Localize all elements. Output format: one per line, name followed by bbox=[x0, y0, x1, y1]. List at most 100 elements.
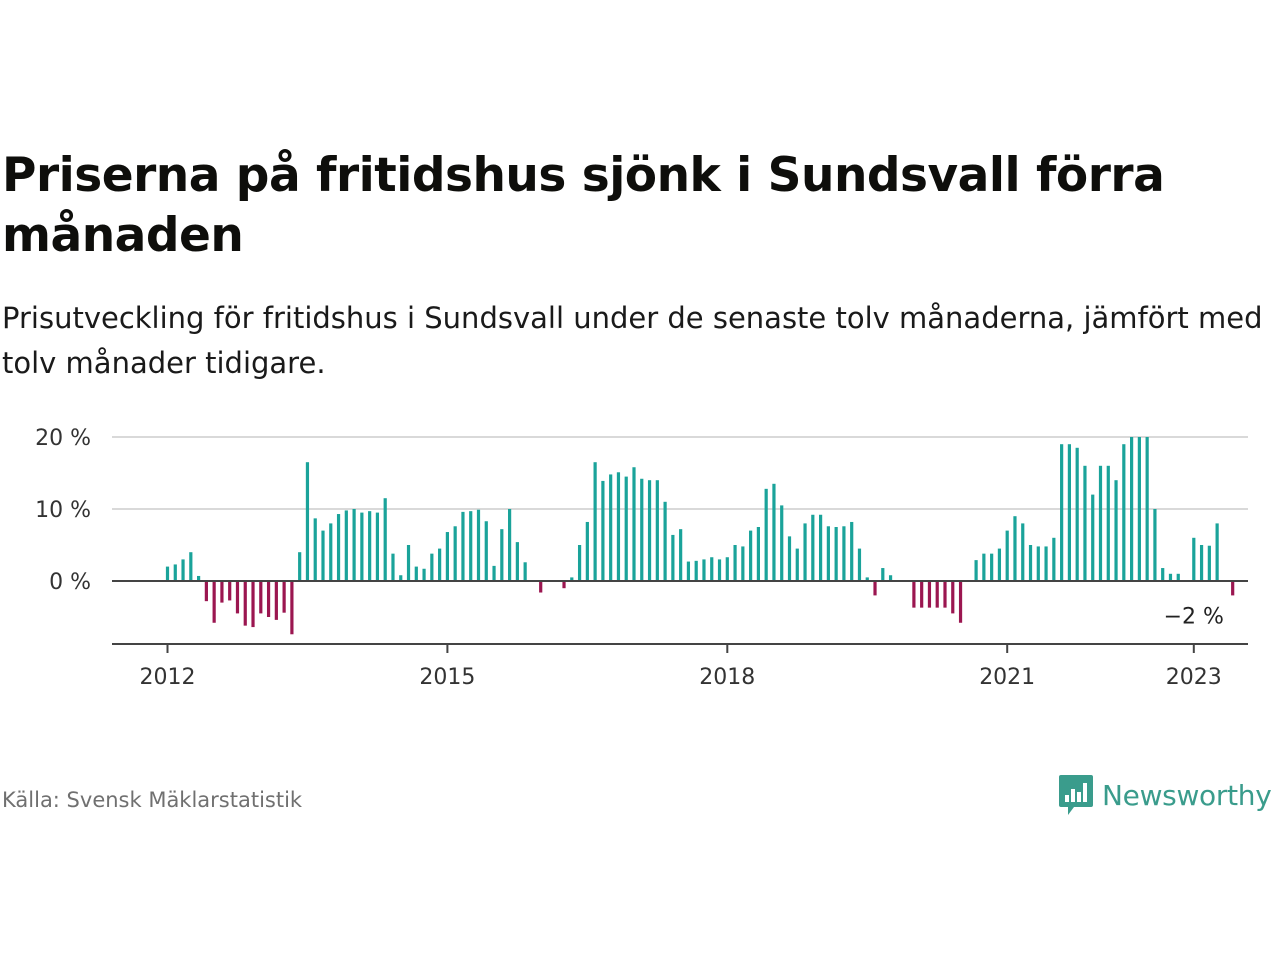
x-tick-label: 2018 bbox=[699, 665, 755, 690]
bar bbox=[764, 488, 768, 581]
chart-subtitle: Prisutveckling för fritidshus i Sundsval… bbox=[2, 301, 1263, 380]
y-tick-label: 10 % bbox=[35, 498, 91, 523]
bar bbox=[577, 545, 582, 581]
bar bbox=[772, 483, 776, 581]
bar bbox=[865, 577, 869, 581]
bar bbox=[243, 581, 247, 626]
bar bbox=[476, 509, 481, 581]
bar bbox=[663, 501, 667, 581]
bar bbox=[974, 560, 978, 581]
bar bbox=[647, 480, 652, 581]
bar bbox=[756, 527, 760, 581]
brand-logo: Newsworthy bbox=[1058, 772, 1272, 818]
last-value-annotation: −2 % bbox=[1164, 604, 1224, 629]
x-tick-label: 2015 bbox=[419, 665, 475, 690]
bar bbox=[1122, 444, 1126, 581]
bar bbox=[1036, 546, 1040, 581]
y-tick-label: 0 % bbox=[49, 570, 91, 595]
bar bbox=[1083, 465, 1087, 581]
bar bbox=[997, 548, 1002, 581]
bar bbox=[321, 530, 325, 581]
bar bbox=[780, 505, 784, 581]
bar bbox=[733, 545, 737, 581]
bar bbox=[399, 575, 403, 581]
bar bbox=[990, 553, 994, 581]
bar bbox=[927, 581, 932, 608]
bar bbox=[1137, 437, 1141, 581]
bar bbox=[266, 581, 271, 617]
bar bbox=[220, 581, 224, 603]
x-axis-labels: 2012 2015 2018 2021 2023 bbox=[140, 644, 1222, 690]
gridlines bbox=[112, 436, 1248, 510]
bar bbox=[1192, 537, 1196, 581]
bar bbox=[640, 478, 644, 581]
bars bbox=[165, 437, 1235, 635]
chart-title: Priserna på fritidshus sjönk i Sundsvall… bbox=[2, 148, 1165, 263]
source-note: Källa: Svensk Mäklarstatistik bbox=[2, 788, 303, 812]
bar bbox=[1215, 523, 1219, 581]
bar bbox=[414, 566, 418, 581]
bar bbox=[1028, 545, 1033, 581]
bar bbox=[1207, 545, 1211, 581]
bar bbox=[655, 480, 659, 581]
bar bbox=[336, 514, 341, 581]
bar bbox=[958, 581, 963, 623]
bar bbox=[616, 472, 621, 581]
bar bbox=[935, 581, 939, 608]
bar bbox=[1060, 444, 1064, 581]
axes bbox=[112, 580, 1248, 645]
bar bbox=[539, 581, 543, 593]
bar bbox=[1145, 437, 1149, 581]
bar bbox=[173, 564, 177, 581]
bar bbox=[1161, 568, 1165, 581]
bar bbox=[857, 548, 862, 581]
bar bbox=[344, 510, 348, 581]
y-tick-label: 20 % bbox=[35, 426, 91, 451]
bar bbox=[881, 568, 885, 581]
bar bbox=[189, 552, 193, 581]
bar bbox=[453, 526, 457, 581]
bar bbox=[422, 568, 426, 581]
bar bbox=[1168, 573, 1173, 581]
bar bbox=[982, 553, 986, 581]
bar bbox=[469, 511, 473, 581]
bar bbox=[383, 498, 387, 581]
bar bbox=[943, 581, 947, 608]
bar bbox=[251, 581, 255, 628]
bar bbox=[1021, 523, 1025, 581]
bar bbox=[702, 559, 706, 581]
bar bbox=[1052, 537, 1056, 581]
bar bbox=[686, 561, 691, 581]
bar bbox=[850, 521, 854, 581]
bar bbox=[290, 581, 294, 635]
bar bbox=[508, 509, 512, 581]
bar bbox=[834, 527, 838, 581]
bar bbox=[609, 474, 613, 581]
bar bbox=[259, 581, 263, 614]
bar bbox=[842, 526, 846, 581]
bar bbox=[694, 560, 698, 581]
x-tick-label: 2023 bbox=[1166, 665, 1222, 690]
bar bbox=[165, 566, 170, 581]
bar bbox=[313, 518, 317, 581]
bar bbox=[212, 581, 216, 623]
bar bbox=[725, 557, 729, 581]
bar bbox=[438, 548, 442, 581]
bar bbox=[228, 581, 232, 601]
bar bbox=[515, 542, 519, 581]
bar bbox=[671, 534, 675, 581]
x-tick-label: 2021 bbox=[979, 665, 1035, 690]
newsworthy-logo-icon bbox=[1059, 775, 1093, 815]
bar bbox=[1199, 545, 1204, 581]
bar bbox=[523, 562, 527, 581]
bar bbox=[282, 581, 286, 613]
bar bbox=[329, 523, 333, 581]
bar bbox=[888, 575, 893, 581]
bar bbox=[1231, 581, 1235, 596]
bar bbox=[1106, 465, 1110, 581]
bar bbox=[562, 581, 566, 589]
bar bbox=[951, 581, 955, 614]
bar bbox=[826, 526, 830, 581]
bar bbox=[1091, 494, 1095, 581]
bar bbox=[1098, 465, 1103, 581]
